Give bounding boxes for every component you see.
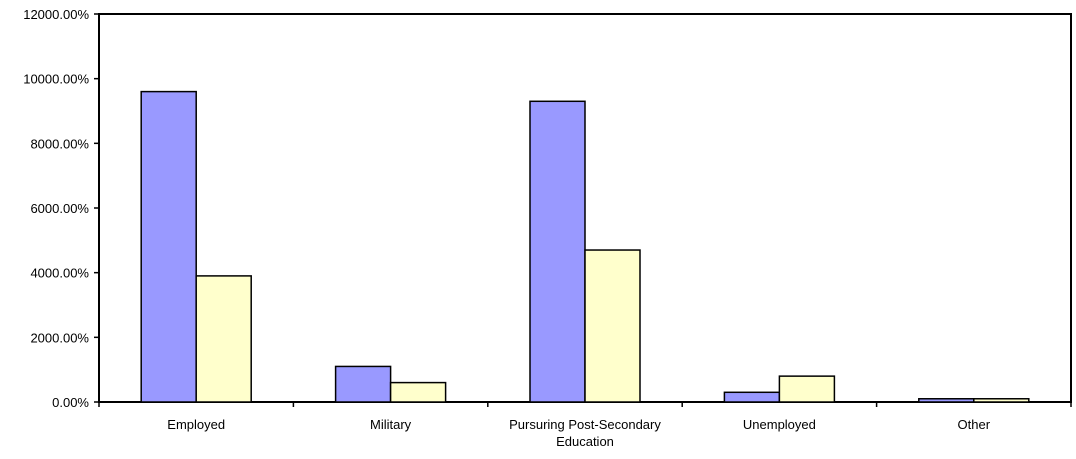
y-tick-label: 10000.00% bbox=[23, 72, 89, 87]
y-tick-label: 8000.00% bbox=[30, 136, 89, 151]
y-tick-label: 2000.00% bbox=[30, 330, 89, 345]
x-category-label: Unemployed bbox=[743, 417, 816, 432]
x-category-label: Other bbox=[958, 417, 991, 432]
x-category-label: Pursuring Post-Secondary bbox=[509, 417, 661, 432]
x-category-label: Military bbox=[370, 417, 412, 432]
bar-series-2 bbox=[389, 381, 447, 403]
bar-series-1 bbox=[140, 90, 197, 403]
bar-series-1 bbox=[918, 398, 975, 403]
bar-series-1 bbox=[334, 365, 392, 403]
bar-series-2 bbox=[778, 375, 836, 403]
x-category-label: Education bbox=[556, 434, 614, 449]
y-tick-label: 4000.00% bbox=[30, 266, 89, 281]
bar-series-1 bbox=[529, 100, 586, 403]
bar-series-1 bbox=[723, 391, 781, 403]
y-tick-label: 12000.00% bbox=[23, 7, 89, 22]
bar-series-2 bbox=[584, 249, 641, 403]
bar-series-2 bbox=[973, 398, 1030, 403]
y-tick-label: 0.00% bbox=[52, 395, 89, 410]
y-tick-label: 6000.00% bbox=[30, 201, 89, 216]
x-category-label: Employed bbox=[167, 417, 225, 432]
bar-series-2 bbox=[195, 275, 252, 403]
